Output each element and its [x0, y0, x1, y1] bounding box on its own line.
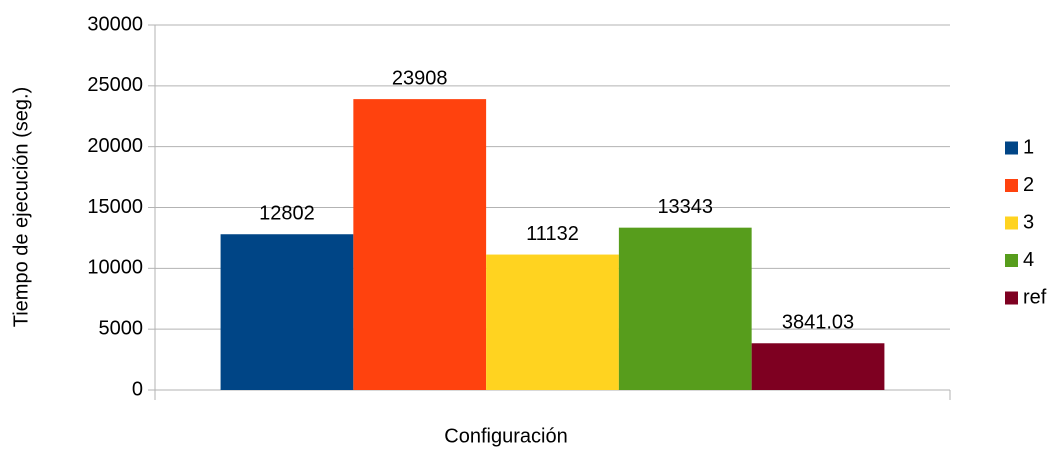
legend-label: ref	[1023, 286, 1047, 308]
data-label: 3841.03	[782, 312, 854, 334]
bar	[220, 234, 354, 390]
y-tick-label: 0	[132, 378, 143, 400]
y-tick-label: 30000	[87, 13, 143, 35]
y-tick-label: 25000	[87, 74, 143, 96]
bar	[486, 254, 619, 390]
legend-swatch	[1005, 141, 1018, 155]
legend-swatch	[1005, 179, 1018, 192]
y-tick-label: 20000	[87, 135, 143, 157]
y-tick-label: 10000	[87, 257, 143, 279]
y-tick-label: 5000	[99, 317, 144, 339]
data-label: 11132	[526, 223, 579, 245]
bar	[618, 227, 752, 390]
legend-swatch	[1005, 254, 1018, 267]
legend-label: 3	[1023, 211, 1034, 233]
y-axis-label: Tiempo de ejecución (seg.)	[10, 87, 32, 328]
x-axis-label: Configuración	[444, 425, 567, 447]
data-label: 13343	[657, 196, 713, 218]
legend-label: 4	[1023, 249, 1034, 271]
bar	[353, 99, 487, 391]
legend-swatch	[1005, 291, 1018, 305]
bar	[751, 343, 885, 390]
legend-swatch	[1005, 216, 1018, 230]
legend-label: 1	[1023, 136, 1034, 158]
data-label: 23908	[392, 67, 448, 89]
legend-label: 2	[1023, 174, 1034, 196]
data-label: 12802	[259, 203, 315, 225]
y-tick-label: 15000	[87, 196, 143, 218]
